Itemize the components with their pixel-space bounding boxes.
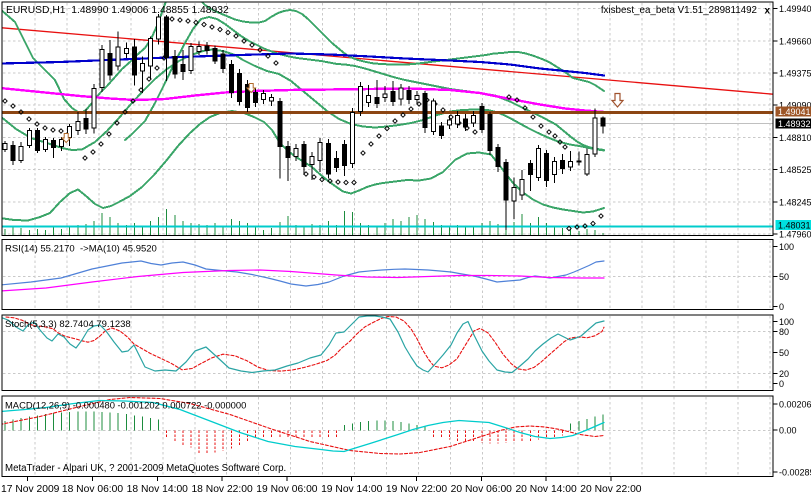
svg-text:0.00: 0.00 [779,426,797,436]
svg-text:100: 100 [779,317,794,327]
svg-text:1.49090: 1.49090 [779,101,811,111]
svg-text:EURUSD,H1 1.48990 1.49006 1.4: EURUSD,H1 1.48990 1.49006 1.48855 1.4893… [6,5,229,16]
svg-text:20 Nov 22:00: 20 Nov 22:00 [580,484,642,495]
svg-text:80: 80 [779,327,789,337]
svg-text:18 Nov 06:00: 18 Nov 06:00 [62,484,124,495]
svg-text:1.49375: 1.49375 [779,69,811,79]
svg-text:MACD(12,26,9) -0.000480 -0.001: MACD(12,26,9) -0.000480 -0.001202 0.0007… [5,400,246,411]
svg-text:1.48245: 1.48245 [779,197,811,207]
svg-text:19 Nov 22:00: 19 Nov 22:00 [386,484,448,495]
svg-text:0.0020613: 0.0020613 [779,400,811,410]
svg-text:1.49660: 1.49660 [779,36,811,46]
svg-text:0: 0 [779,379,784,389]
svg-text:50: 50 [779,348,789,358]
svg-text:1.49940: 1.49940 [779,4,811,14]
svg-text:20 Nov 06:00: 20 Nov 06:00 [451,484,513,495]
svg-text:1.48525: 1.48525 [779,165,811,175]
svg-text:100: 100 [779,242,794,252]
svg-text:20: 20 [779,369,789,379]
svg-text:0: 0 [779,302,784,312]
svg-text:MetaTrader - Alpari UK, ? 2001: MetaTrader - Alpari UK, ? 2001-2009 Meta… [5,463,286,474]
svg-text:18 Nov 22:00: 18 Nov 22:00 [191,484,253,495]
svg-text:1.48031: 1.48031 [778,220,811,230]
svg-text:1.47960: 1.47960 [779,230,811,240]
svg-text:19 Nov 06:00: 19 Nov 06:00 [256,484,318,495]
svg-text:RSI(14) 55.2170 ->MA(10) 45.9: RSI(14) 55.2170 ->MA(10) 45.9520 [5,244,157,255]
svg-text:-0.0028954: -0.0028954 [779,468,811,478]
svg-text:19 Nov 14:00: 19 Nov 14:00 [321,484,383,495]
svg-text:Stoch(5,3,3) 82.7404 79.1238: Stoch(5,3,3) 82.7404 79.1238 [5,319,131,330]
svg-text:1.48810: 1.48810 [779,133,811,143]
svg-text:50: 50 [779,272,789,282]
svg-text:20 Nov 14:00: 20 Nov 14:00 [515,484,577,495]
svg-text:fxisbest_ea_beta V1.51_2898114: fxisbest_ea_beta V1.51_289811492 [601,5,757,16]
svg-text:1.49041: 1.49041 [778,107,811,117]
svg-text:18 Nov 14:00: 18 Nov 14:00 [127,484,189,495]
svg-text:1.48932: 1.48932 [778,119,811,129]
svg-text:17 Nov 2009: 17 Nov 2009 [1,484,60,495]
svg-text:x: x [764,6,770,17]
